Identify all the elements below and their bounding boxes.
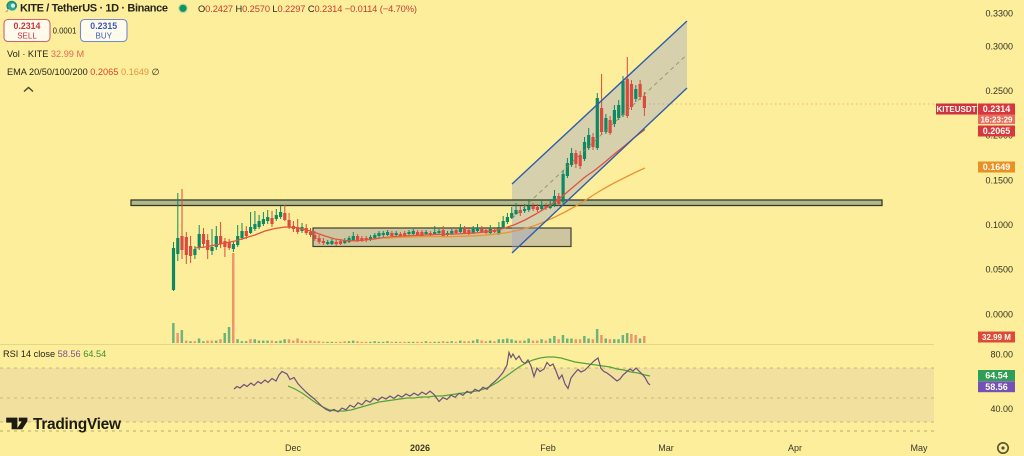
svg-text:58.56: 58.56 xyxy=(985,382,1008,392)
svg-text:40.00: 40.00 xyxy=(990,404,1013,414)
svg-text:O0.2427 H0.2570 L0.2297 C0.231: O0.2427 H0.2570 L0.2297 C0.2314 −0.0114 … xyxy=(198,4,417,14)
svg-text:Vol · KITE 32.99 M: Vol · KITE 32.99 M xyxy=(7,49,84,59)
svg-text:TradingView: TradingView xyxy=(33,416,122,433)
svg-text:0.1649: 0.1649 xyxy=(983,162,1011,172)
svg-text:32.99 M: 32.99 M xyxy=(982,333,1011,342)
svg-text:0.2065: 0.2065 xyxy=(983,126,1011,136)
svg-text:0.1000: 0.1000 xyxy=(985,220,1013,230)
svg-text:0.2315: 0.2315 xyxy=(90,21,117,31)
svg-text:80.00: 80.00 xyxy=(990,350,1013,360)
svg-text:BUY: BUY xyxy=(96,31,113,40)
svg-text:Dec: Dec xyxy=(285,443,302,453)
svg-text:2026: 2026 xyxy=(410,443,430,453)
svg-text:EMA 20/50/100/200 0.2065 0.164: EMA 20/50/100/200 0.2065 0.1649 ∅ xyxy=(7,67,160,77)
svg-text:16:23:29: 16:23:29 xyxy=(980,115,1013,124)
svg-text:0.3000: 0.3000 xyxy=(985,41,1013,51)
svg-text:0.0000: 0.0000 xyxy=(985,309,1013,319)
svg-text:RSI 14 close 58.56 64.54: RSI 14 close 58.56 64.54 xyxy=(3,349,106,359)
svg-text:KITEUSDT: KITEUSDT xyxy=(937,105,977,114)
svg-text:64.54: 64.54 xyxy=(985,371,1008,381)
svg-text:0.0500: 0.0500 xyxy=(985,265,1013,275)
svg-text:Apr: Apr xyxy=(788,443,802,453)
svg-text:0.2314: 0.2314 xyxy=(983,104,1011,114)
svg-text:0.2500: 0.2500 xyxy=(985,86,1013,96)
svg-text:May: May xyxy=(910,443,928,453)
svg-text:KITE / TetherUS · 1D · Binance: KITE / TetherUS · 1D · Binance xyxy=(20,3,168,15)
svg-text:0.2314: 0.2314 xyxy=(14,21,41,31)
svg-text:Feb: Feb xyxy=(540,443,556,453)
svg-text:SELL: SELL xyxy=(17,31,37,40)
svg-text:0.0001: 0.0001 xyxy=(53,27,77,36)
svg-text:0.3300: 0.3300 xyxy=(985,9,1013,19)
svg-text:0.1500: 0.1500 xyxy=(985,175,1013,185)
svg-text:Mar: Mar xyxy=(658,443,674,453)
